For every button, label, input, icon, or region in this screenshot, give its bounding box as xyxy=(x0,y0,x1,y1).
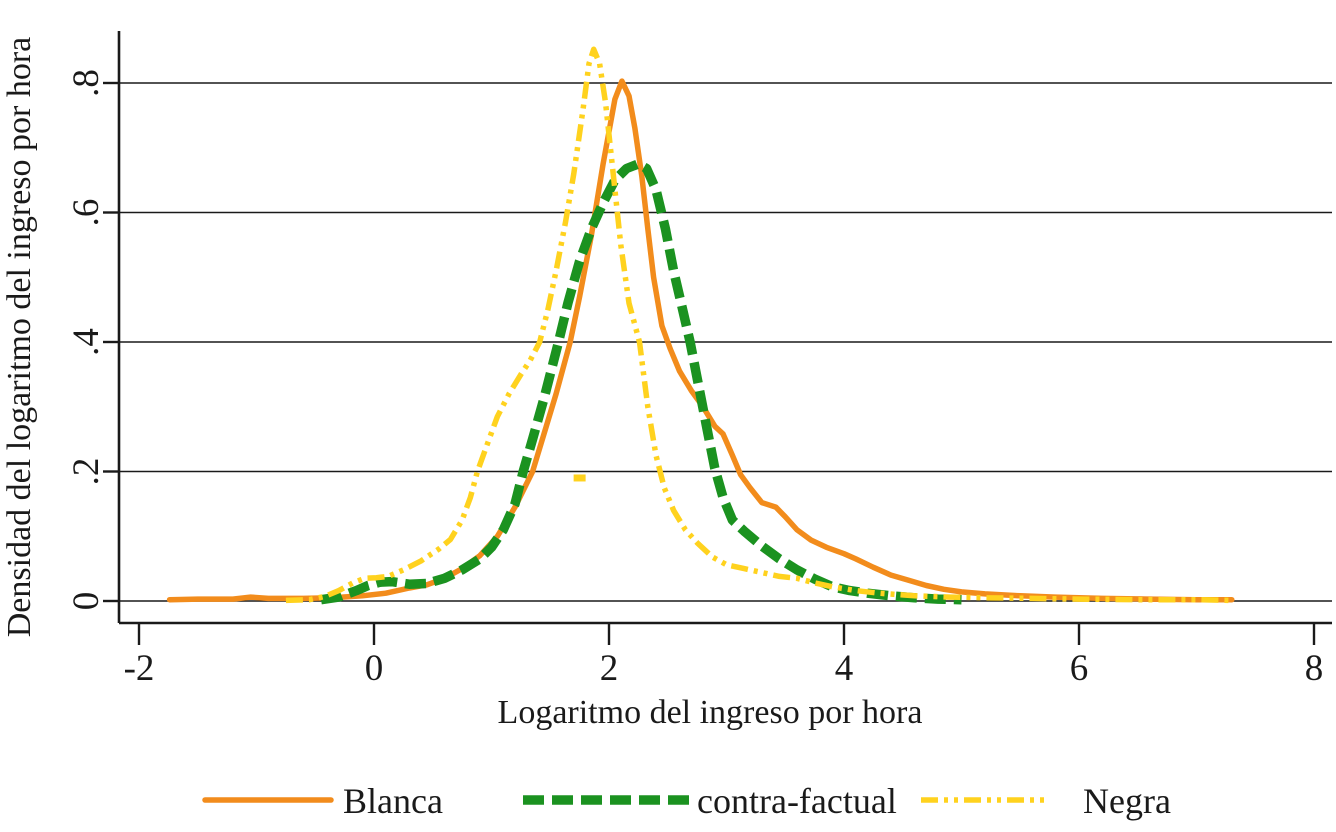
x-axis-title: Logaritmo del ingreso por hora xyxy=(498,694,923,731)
x-tick-label--2: -2 xyxy=(124,648,155,689)
axis-layer xyxy=(103,31,1332,645)
y-tick-label-.2: .2 xyxy=(66,458,107,486)
y-tick-label-0: 0 xyxy=(66,592,107,611)
y-tick-label-.8: .8 xyxy=(66,69,107,97)
x-tick-label-0: 0 xyxy=(365,648,384,689)
legend-label-negra: Negra xyxy=(1083,781,1171,821)
legend: Blanca contra-factual Negra xyxy=(202,781,1171,821)
stray-yellow-dash xyxy=(573,474,586,482)
series-line-negra xyxy=(285,46,1232,604)
series-layer xyxy=(166,46,1235,605)
x-tick-label-6: 6 xyxy=(1070,648,1089,689)
x-tick-label-2: 2 xyxy=(600,648,619,689)
series-line-blanca xyxy=(166,78,1235,603)
legend-label-contra-factual: contra-factual xyxy=(697,781,897,821)
x-tick-label-8: 8 xyxy=(1305,648,1324,689)
y-axis-title: Densidad del logaritmo del ingreso por h… xyxy=(1,37,38,638)
series-line-contra-factual xyxy=(320,159,962,605)
grid-layer xyxy=(119,82,1332,602)
y-tick-label-.6: .6 xyxy=(66,199,107,227)
tick-label-layer: 0 .2 .4 .6 .8 -2 0 2 4 6 8 xyxy=(66,69,1323,689)
legend-label-blanca: Blanca xyxy=(343,781,443,821)
x-tick-label-4: 4 xyxy=(835,648,854,689)
y-tick-label-.4: .4 xyxy=(66,328,107,356)
